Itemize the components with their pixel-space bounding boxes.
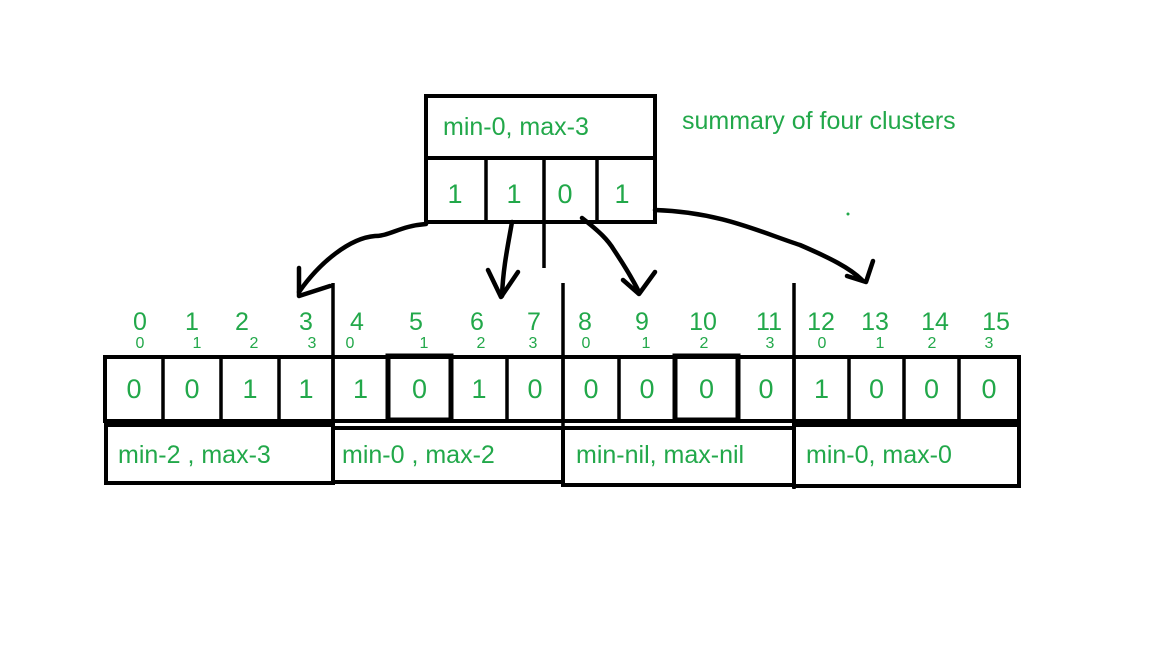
global-index-6: 6 [470, 308, 484, 336]
cluster-2-label: min-nil, max-nil [576, 441, 744, 469]
local-index-1: 1 [193, 335, 202, 352]
global-index-3: 3 [299, 308, 313, 336]
bit-cell-outline [385, 353, 454, 423]
arrowhead [620, 269, 658, 297]
bit-cell-12: 1 [814, 374, 829, 404]
global-index-2: 2 [235, 308, 249, 336]
bit-cell-7: 0 [527, 374, 542, 404]
local-index-12: 0 [818, 335, 827, 352]
arrowhead [296, 265, 333, 299]
arrowhead [844, 258, 876, 285]
bit-cell-4: 1 [353, 374, 368, 404]
global-index-0: 0 [133, 308, 147, 336]
summary-title: summary of four clusters [682, 107, 956, 135]
bit-cell-5: 0 [412, 374, 427, 404]
bit-cell-15: 0 [981, 374, 996, 404]
local-index-4: 0 [346, 335, 355, 352]
summary-bit: 0 [557, 179, 572, 209]
bit-array: 0 0 1 1 1 0 1 0 0 0 0 0 1 0 0 0 [103, 353, 1021, 423]
global-index-8: 8 [578, 308, 592, 336]
summary-bits-box [424, 156, 657, 224]
global-index-12: 12 [807, 308, 835, 336]
cluster-0-label: min-2 , max-3 [118, 441, 271, 469]
bit-cell-11: 0 [758, 374, 773, 404]
bit-cell-1: 0 [184, 374, 199, 404]
local-index-15: 3 [985, 335, 994, 352]
local-index-5: 1 [420, 335, 429, 352]
bit-cell-6: 1 [471, 374, 486, 404]
arrow-to-cluster-0 [296, 221, 429, 295]
summary-bit: 1 [614, 179, 629, 209]
cluster-1-label: min-0 , max-2 [342, 441, 495, 469]
bit-cell-0: 0 [126, 374, 141, 404]
local-index-14: 2 [928, 335, 937, 352]
global-index-7: 7 [527, 308, 541, 336]
local-index-0: 0 [136, 335, 145, 352]
global-index-row: 0 1 2 3 4 5 6 7 8 9 10 11 12 13 14 15 [133, 308, 1010, 336]
local-index-10: 2 [700, 335, 709, 352]
cluster-3-label: min-0, max-0 [806, 441, 952, 469]
summary-bit: 1 [447, 179, 462, 209]
global-index-1: 1 [185, 308, 199, 336]
local-index-6: 2 [477, 335, 486, 352]
arrow-to-cluster-3 [652, 207, 865, 283]
local-index-9: 1 [642, 335, 651, 352]
bit-cell-outline [672, 353, 741, 423]
local-index-11: 3 [766, 335, 775, 352]
local-index-7: 3 [529, 335, 538, 352]
bit-cell-10: 0 [699, 374, 714, 404]
stray-dot [846, 212, 850, 216]
global-index-4: 4 [350, 308, 364, 336]
global-index-10: 10 [689, 308, 717, 336]
summary-bit: 1 [506, 179, 521, 209]
global-index-5: 5 [409, 308, 423, 336]
arrow-to-cluster-2 [579, 215, 642, 295]
bit-cell-2: 1 [242, 374, 257, 404]
global-index-15: 15 [982, 308, 1010, 336]
arrowhead [485, 267, 521, 300]
pointer-arrows [296, 207, 876, 300]
global-index-9: 9 [635, 308, 649, 336]
bit-cell-8: 0 [583, 374, 598, 404]
bit-cell-3: 1 [298, 374, 313, 404]
local-index-8: 0 [582, 335, 591, 352]
arrow-to-cluster-1 [499, 219, 515, 299]
local-index-2: 2 [250, 335, 259, 352]
bit-cell-9: 0 [639, 374, 654, 404]
global-index-13: 13 [861, 308, 889, 336]
cluster-3-box [792, 423, 1021, 488]
cluster-minmax-row: min-2 , max-3 min-0 , max-2 min-nil, max… [104, 423, 1021, 488]
global-index-11: 11 [756, 308, 782, 336]
summary-structure: min-0, max-3 summary of four clusters 1 … [424, 94, 956, 268]
local-index-13: 1 [876, 335, 885, 352]
bit-cell-14: 0 [924, 374, 939, 404]
bit-cells: 0 0 1 1 1 0 1 0 0 0 0 0 1 0 0 0 [126, 353, 997, 423]
local-index-row: 0 1 2 3 0 1 2 3 0 1 2 3 0 1 2 3 [136, 335, 994, 352]
bit-cell-13: 0 [869, 374, 884, 404]
summary-label: min-0, max-3 [443, 113, 589, 141]
global-index-14: 14 [921, 308, 949, 336]
local-index-3: 3 [308, 335, 317, 352]
